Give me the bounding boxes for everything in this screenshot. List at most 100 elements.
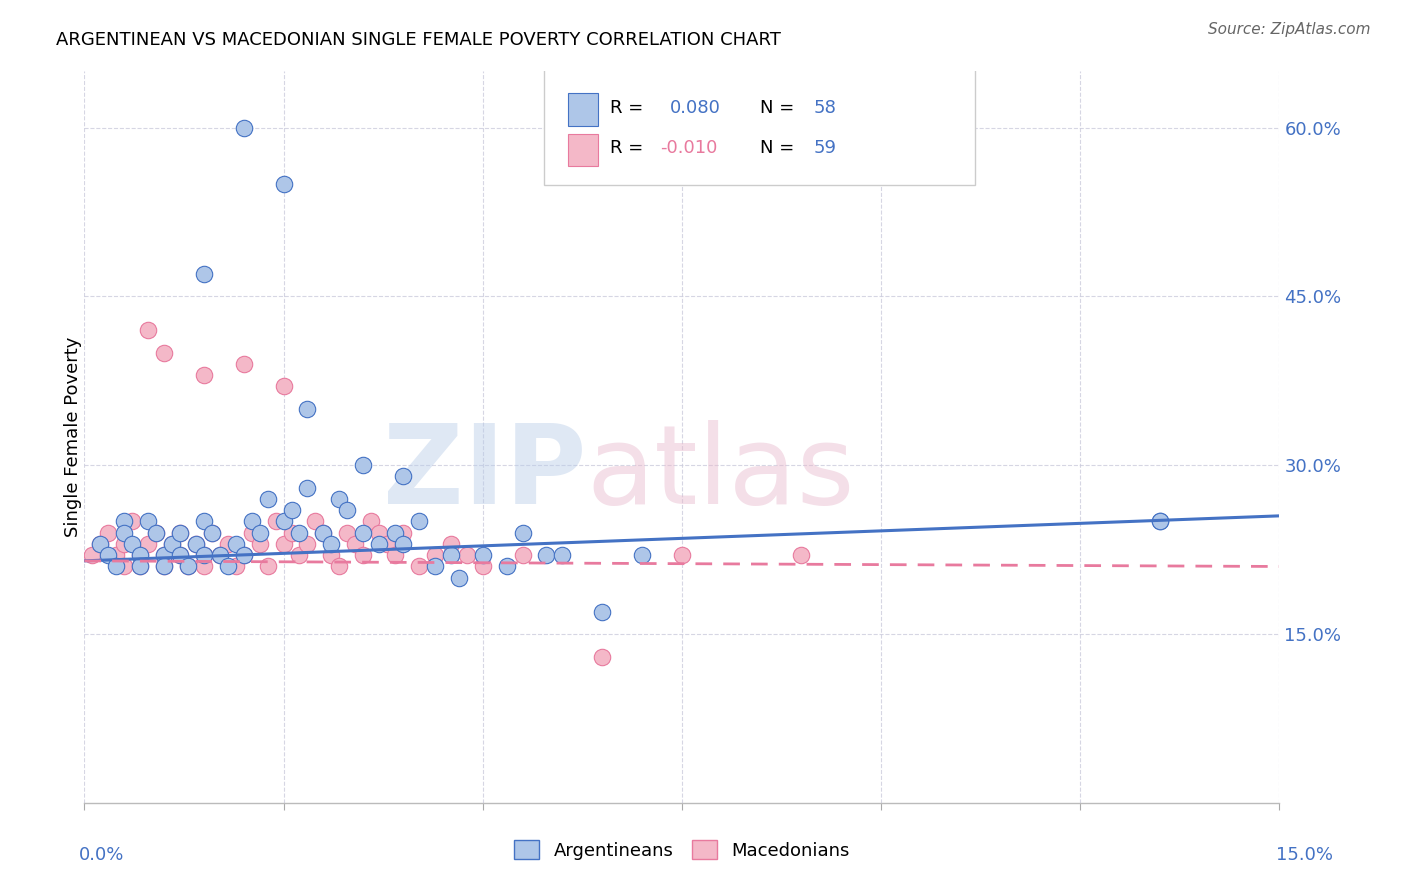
Point xyxy=(160,537,183,551)
Point xyxy=(136,323,159,337)
Text: 59: 59 xyxy=(814,139,837,157)
Point xyxy=(280,503,302,517)
Point xyxy=(232,357,254,371)
Point xyxy=(312,525,335,540)
Point xyxy=(536,548,558,562)
Point xyxy=(273,537,295,551)
Point xyxy=(193,548,215,562)
Point xyxy=(631,548,654,562)
Point xyxy=(177,559,200,574)
Point xyxy=(249,537,271,551)
Point xyxy=(208,548,231,562)
Point xyxy=(440,548,463,562)
Point xyxy=(336,503,359,517)
Point xyxy=(1149,515,1171,529)
Point xyxy=(153,548,176,562)
Legend: Argentineans, Macedonians: Argentineans, Macedonians xyxy=(515,840,849,860)
Point xyxy=(344,537,367,551)
Point xyxy=(384,548,406,562)
Point xyxy=(495,559,517,574)
Point xyxy=(392,525,415,540)
Point xyxy=(232,548,254,562)
Point xyxy=(1149,515,1171,529)
Text: -0.010: -0.010 xyxy=(661,139,718,157)
Point xyxy=(375,537,398,551)
Text: atlas: atlas xyxy=(586,420,855,527)
Point xyxy=(169,548,191,562)
Point xyxy=(136,515,159,529)
Point xyxy=(232,120,254,135)
Point xyxy=(121,515,143,529)
Point xyxy=(297,401,319,416)
Point xyxy=(249,525,271,540)
Point xyxy=(297,481,319,495)
Text: 58: 58 xyxy=(814,99,837,117)
Text: N =: N = xyxy=(759,139,800,157)
Point xyxy=(193,515,215,529)
Point xyxy=(456,548,478,562)
Point xyxy=(153,345,176,359)
Point xyxy=(273,379,295,393)
Point xyxy=(193,559,215,574)
Point xyxy=(201,525,224,540)
Point xyxy=(153,559,176,574)
Point xyxy=(232,548,254,562)
Point xyxy=(105,559,128,574)
Point xyxy=(264,515,287,529)
Point xyxy=(129,559,152,574)
Point xyxy=(273,177,295,191)
Point xyxy=(225,559,247,574)
Point xyxy=(304,515,326,529)
Point xyxy=(352,548,374,562)
Point xyxy=(321,548,343,562)
Point xyxy=(256,559,278,574)
Point xyxy=(392,537,415,551)
Point xyxy=(297,537,319,551)
Point xyxy=(321,537,343,551)
Point xyxy=(671,548,693,562)
Point xyxy=(217,559,239,574)
Point xyxy=(153,559,176,574)
Point xyxy=(97,525,120,540)
Point xyxy=(384,525,406,540)
Point xyxy=(423,548,446,562)
Point xyxy=(273,515,295,529)
Point xyxy=(89,537,111,551)
Point xyxy=(328,559,350,574)
Point xyxy=(790,548,813,562)
Point xyxy=(368,537,391,551)
Point xyxy=(193,368,215,383)
Point xyxy=(129,559,152,574)
Point xyxy=(169,548,191,562)
Point xyxy=(201,525,224,540)
Point xyxy=(591,649,613,664)
Text: R =: R = xyxy=(610,139,650,157)
Point xyxy=(447,571,470,585)
FancyBboxPatch shape xyxy=(568,134,599,167)
Text: 15.0%: 15.0% xyxy=(1277,846,1333,863)
Point xyxy=(177,559,200,574)
Point xyxy=(352,525,374,540)
Point xyxy=(591,605,613,619)
Point xyxy=(97,548,120,562)
Point xyxy=(145,525,167,540)
Point xyxy=(256,491,278,506)
Text: ZIP: ZIP xyxy=(382,420,586,527)
Point xyxy=(89,537,111,551)
Point xyxy=(280,525,302,540)
Point xyxy=(217,537,239,551)
Point xyxy=(82,548,104,562)
Text: 0.0%: 0.0% xyxy=(79,846,124,863)
Point xyxy=(121,537,143,551)
Point xyxy=(112,525,135,540)
Point xyxy=(471,559,494,574)
Point xyxy=(193,267,215,281)
Point xyxy=(512,525,534,540)
Text: N =: N = xyxy=(759,99,800,117)
Point xyxy=(551,548,574,562)
Point xyxy=(288,548,311,562)
Point xyxy=(225,537,247,551)
Point xyxy=(112,559,135,574)
Point xyxy=(240,525,263,540)
Text: 0.080: 0.080 xyxy=(671,99,721,117)
